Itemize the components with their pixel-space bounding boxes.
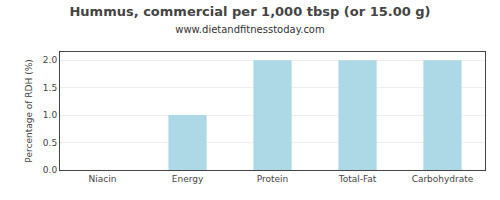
- svg-text:Protein: Protein: [257, 174, 289, 184]
- svg-text:0.0: 0.0: [43, 165, 58, 175]
- svg-text:Hummus, commercial per 1,000 t: Hummus, commercial per 1,000 tbsp (or 15…: [69, 4, 430, 35]
- svg-text:1.0: 1.0: [43, 110, 58, 120]
- svg-text:1.5: 1.5: [43, 83, 57, 93]
- svg-text:Energy: Energy: [172, 174, 204, 184]
- svg-text:Percentage of RDH (%): Percentage of RDH (%): [24, 59, 34, 162]
- svg-text:Total-Fat: Total-Fat: [338, 174, 377, 184]
- svg-text:2.0: 2.0: [43, 55, 58, 65]
- svg-text:0.5: 0.5: [43, 138, 57, 148]
- svg-text:Niacin: Niacin: [89, 174, 117, 184]
- svg-text:Carbohydrate: Carbohydrate: [412, 174, 474, 184]
